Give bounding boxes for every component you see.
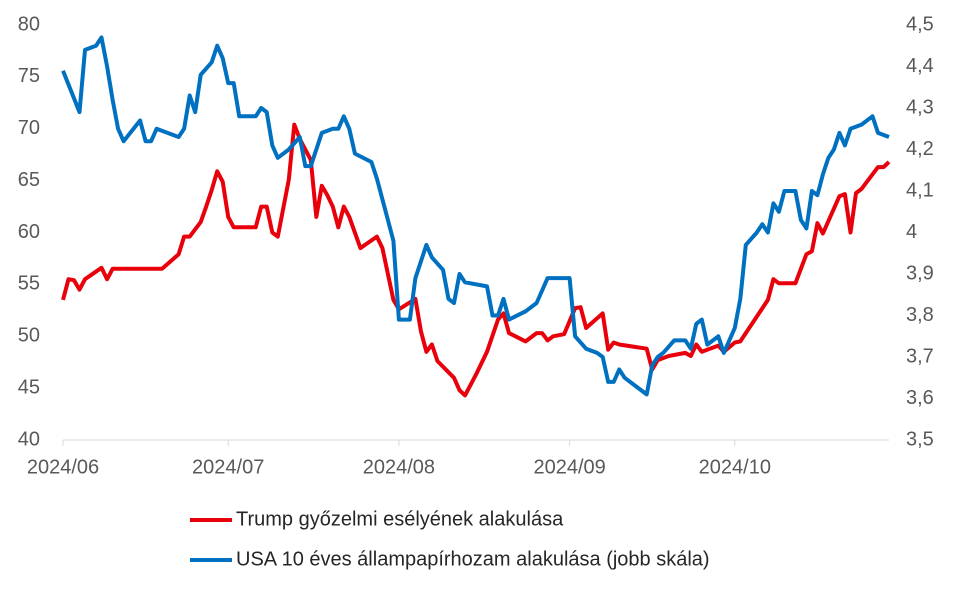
legend-label: USA 10 éves állampapírhozam alakulása (j… [236, 548, 710, 570]
y2-tick-label: 4 [906, 221, 917, 243]
legend-label: Trump győzelmi esélyének alakulása [236, 508, 564, 530]
x-tick-label: 2024/08 [363, 456, 435, 478]
y2-tick-label: 3,7 [906, 345, 934, 367]
series-line [61, 35, 890, 397]
series-line [61, 122, 891, 398]
y-tick-label: 50 [18, 325, 40, 347]
y2-tick-label: 4,5 [906, 13, 934, 35]
y2-tick-label: 3,9 [906, 262, 934, 284]
y2-tick-label: 4,4 [906, 55, 934, 77]
y2-tick-label: 3,5 [906, 428, 934, 450]
x-tick-label: 2024/07 [192, 456, 264, 478]
y2-tick-label: 4,1 [906, 179, 934, 201]
y2-tick-label: 4,2 [906, 138, 934, 160]
x-tick-label: 2024/10 [699, 456, 771, 478]
y-tick-label: 65 [18, 169, 40, 191]
y-tick-label: 75 [18, 65, 40, 87]
y-tick-label: 40 [18, 428, 40, 450]
x-tick-label: 2024/06 [27, 456, 99, 478]
y-tick-label: 45 [18, 376, 40, 398]
y-tick-label: 60 [18, 221, 40, 243]
y-tick-label: 70 [18, 117, 40, 139]
y-tick-label: 55 [18, 273, 40, 295]
y2-tick-label: 3,6 [906, 387, 934, 409]
x-tick-label: 2024/09 [533, 456, 605, 478]
y2-tick-label: 4,3 [906, 96, 934, 118]
y-tick-label: 80 [18, 13, 40, 35]
y2-tick-label: 3,8 [906, 304, 934, 326]
